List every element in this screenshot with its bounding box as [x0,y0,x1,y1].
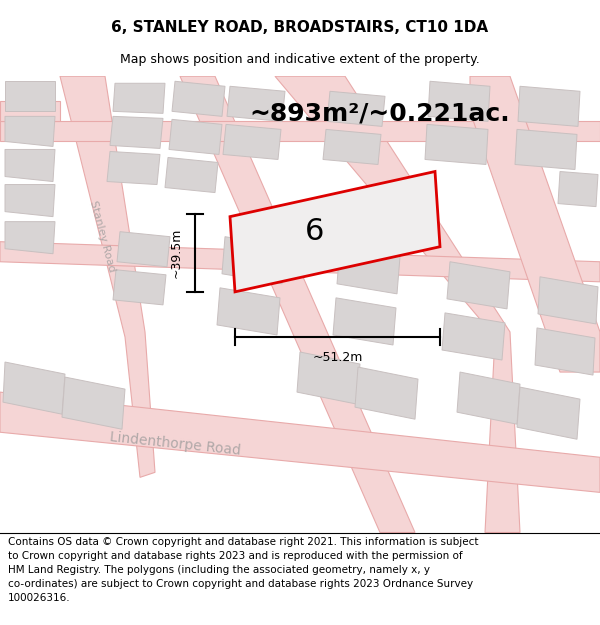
Polygon shape [0,121,600,141]
Text: 6: 6 [305,217,325,246]
Polygon shape [5,149,55,181]
Polygon shape [470,76,600,372]
Polygon shape [0,101,60,121]
Polygon shape [457,372,520,424]
Polygon shape [538,277,598,324]
Text: ~39.5m: ~39.5m [170,228,183,278]
Polygon shape [62,377,125,429]
Polygon shape [518,86,580,126]
Polygon shape [447,262,510,309]
Polygon shape [223,124,281,159]
Polygon shape [558,171,598,207]
Text: 6, STANLEY ROAD, BROADSTAIRS, CT10 1DA: 6, STANLEY ROAD, BROADSTAIRS, CT10 1DA [112,20,488,35]
Polygon shape [515,129,577,169]
Polygon shape [428,81,490,121]
Text: Lindenthorpe Road: Lindenthorpe Road [109,431,241,458]
Polygon shape [169,119,222,154]
Polygon shape [113,83,165,113]
Polygon shape [337,247,400,294]
Polygon shape [517,387,580,439]
Polygon shape [5,222,55,254]
Polygon shape [3,362,65,414]
Polygon shape [165,158,218,192]
Polygon shape [227,86,285,121]
Polygon shape [117,232,170,267]
Polygon shape [275,76,520,532]
Polygon shape [442,313,505,360]
Polygon shape [230,171,440,292]
Polygon shape [172,81,225,116]
Polygon shape [180,76,415,532]
Text: Map shows position and indicative extent of the property.: Map shows position and indicative extent… [120,53,480,66]
Polygon shape [297,352,360,404]
Polygon shape [327,91,385,126]
Polygon shape [110,116,163,149]
Polygon shape [60,76,155,478]
Text: Stanley Road: Stanley Road [88,200,116,274]
Text: ~51.2m: ~51.2m [313,351,362,364]
Polygon shape [5,116,55,146]
Polygon shape [113,270,166,305]
Polygon shape [0,242,600,282]
Polygon shape [0,392,600,492]
Polygon shape [107,151,160,184]
Polygon shape [333,298,396,345]
Polygon shape [5,81,55,111]
Polygon shape [222,237,285,284]
Polygon shape [425,124,488,164]
Polygon shape [535,328,595,375]
Polygon shape [323,129,381,164]
Text: Contains OS data © Crown copyright and database right 2021. This information is : Contains OS data © Crown copyright and d… [8,537,478,603]
Polygon shape [5,184,55,217]
Polygon shape [355,367,418,419]
Polygon shape [217,288,280,335]
Text: ~893m²/~0.221ac.: ~893m²/~0.221ac. [250,101,511,126]
